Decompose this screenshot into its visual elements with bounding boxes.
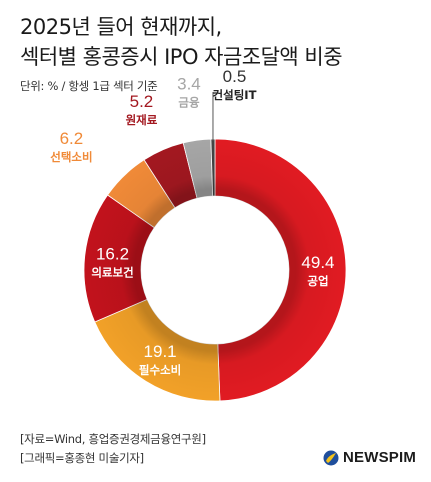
title-line-1: 2025년 들어 현재까지, [20,15,222,39]
slice-7-value-label: 0.5 [223,67,247,86]
chart-title: 2025년 들어 현재까지, 섹터별 홍콩증시 IPO 자금조달액 비중 [20,12,343,72]
slice-2-value-label: 19.1 [144,342,177,361]
slice-1-category-label: 공업 [307,274,328,288]
credit-note: [그래픽=홍종현 미술기자] [20,451,144,465]
slice-3-category-label: 의료보건 [91,266,133,280]
donut-hole [141,196,289,344]
footer: [자료=Wind, 흥업증권경제금융연구원] [그래픽=홍종현 미술기자] [20,430,206,468]
slice-6-value-label: 3.4 [177,75,201,94]
slice-5-category-label: 원재료 [126,113,158,127]
slice-5-value-label: 5.2 [130,92,154,111]
newspim-logo-icon [323,450,339,465]
slice-2-category-label: 필수소비 [139,363,181,377]
slice-4-category-label: 선택소비 [50,150,92,164]
unit-note: 단위: % / 항셍 1급 섹터 기준 [20,79,158,93]
slice-1-value-label: 49.4 [301,253,334,272]
slice-6-category-label: 금융 [178,96,200,110]
logo-text: NEWSPIM [343,449,417,466]
title-line-2: 섹터별 홍콩증시 IPO 자금조달액 비중 [20,45,343,69]
slice-3-value-label: 16.2 [96,245,129,264]
slice-7-category-label: 컨설팅IT [213,88,257,102]
slice-4-value-label: 6.2 [60,129,84,148]
source-note: [자료=Wind, 흥업증권경제금융연구원] [20,432,206,446]
newspim-logo: NEWSPIM [323,449,416,466]
